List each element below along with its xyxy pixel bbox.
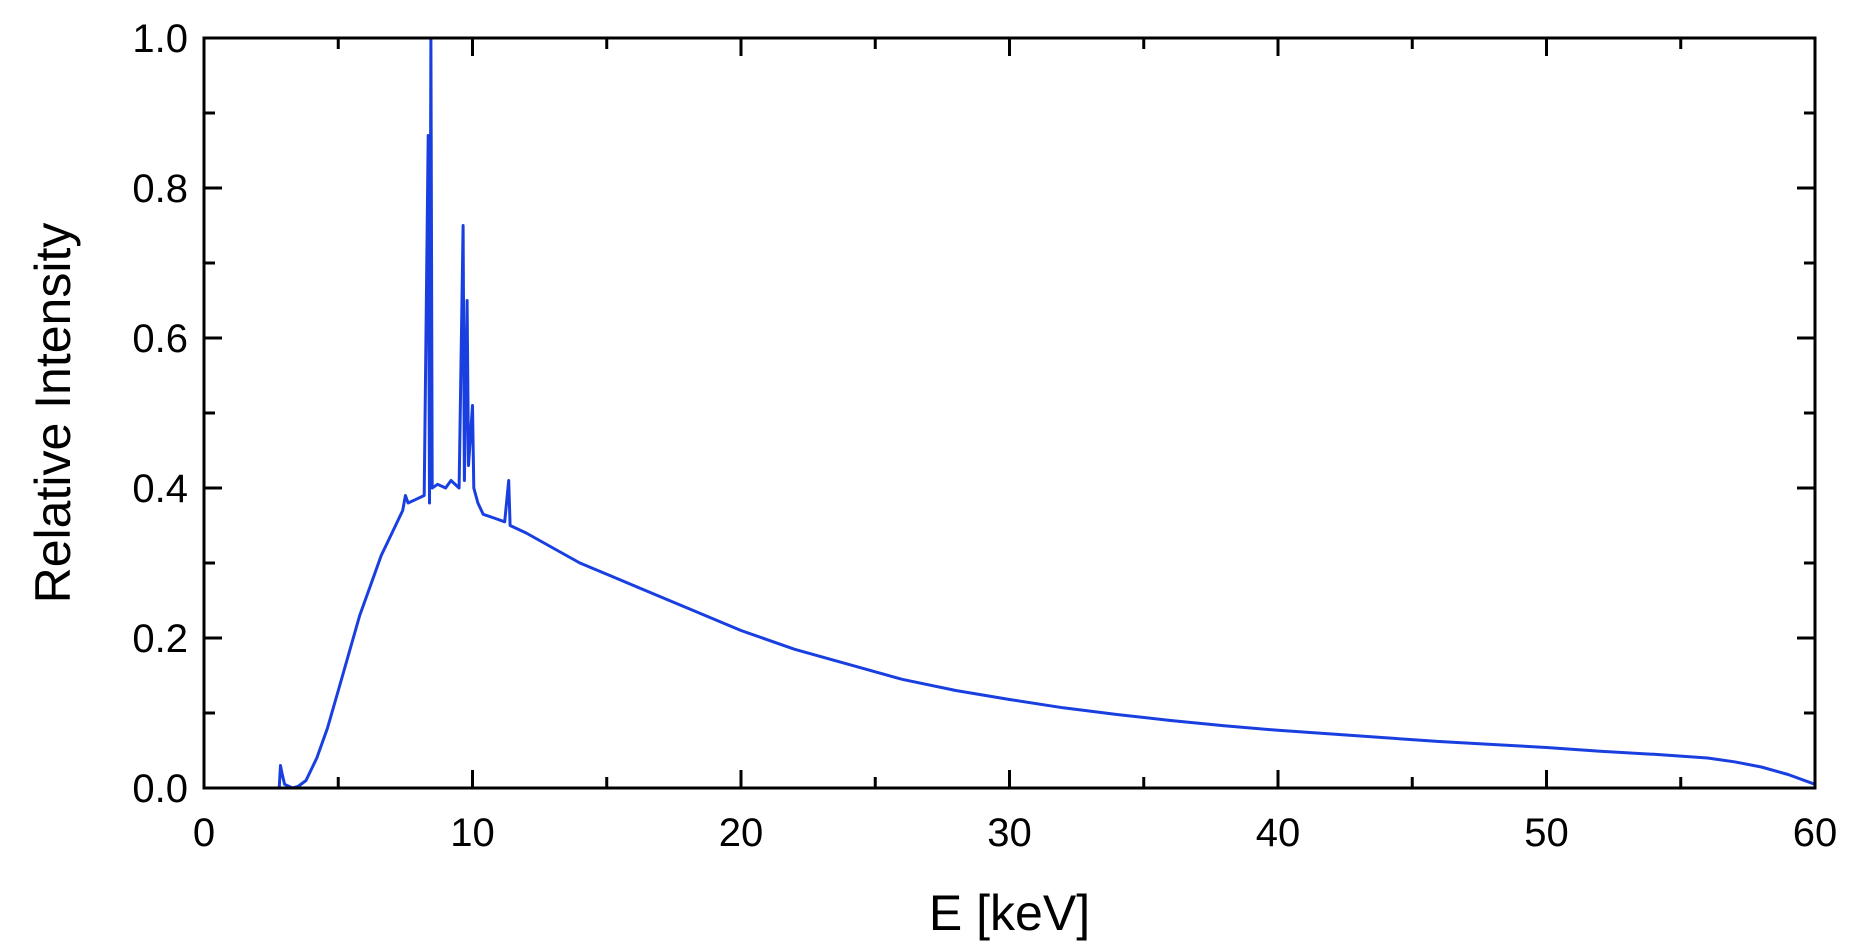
- y-tick-label: 1.0: [132, 17, 188, 61]
- y-tick-label: 0.0: [132, 767, 188, 811]
- y-axis-title: Relative Intensity: [25, 223, 81, 604]
- plot-frame: [202, 36, 1817, 790]
- x-axis-title: E [keV]: [929, 885, 1090, 941]
- x-axis-tick-labels: 0 10 20 30 40 50 60: [193, 811, 1837, 855]
- x-tick-label: 60: [1793, 811, 1838, 855]
- x-axis-ticks: [202, 38, 1817, 788]
- spectrum-line: [204, 36, 1816, 790]
- x-tick-label: 10: [450, 811, 495, 855]
- x-tick-label: 0: [193, 811, 215, 855]
- y-axis-ticks: [204, 36, 1815, 790]
- y-tick-label: 0.2: [132, 617, 188, 661]
- x-tick-label: 30: [987, 811, 1032, 855]
- x-tick-label: 20: [719, 811, 764, 855]
- series-layer: [204, 36, 1816, 790]
- x-tick-label: 50: [1524, 811, 1569, 855]
- y-tick-label: 0.8: [132, 167, 188, 211]
- x-tick-label: 40: [1256, 811, 1301, 855]
- y-tick-label: 0.4: [132, 467, 188, 511]
- y-tick-label: 0.6: [132, 317, 188, 361]
- y-axis-tick-labels: 0.0 0.2 0.4 0.6 0.8 1.0: [132, 17, 188, 811]
